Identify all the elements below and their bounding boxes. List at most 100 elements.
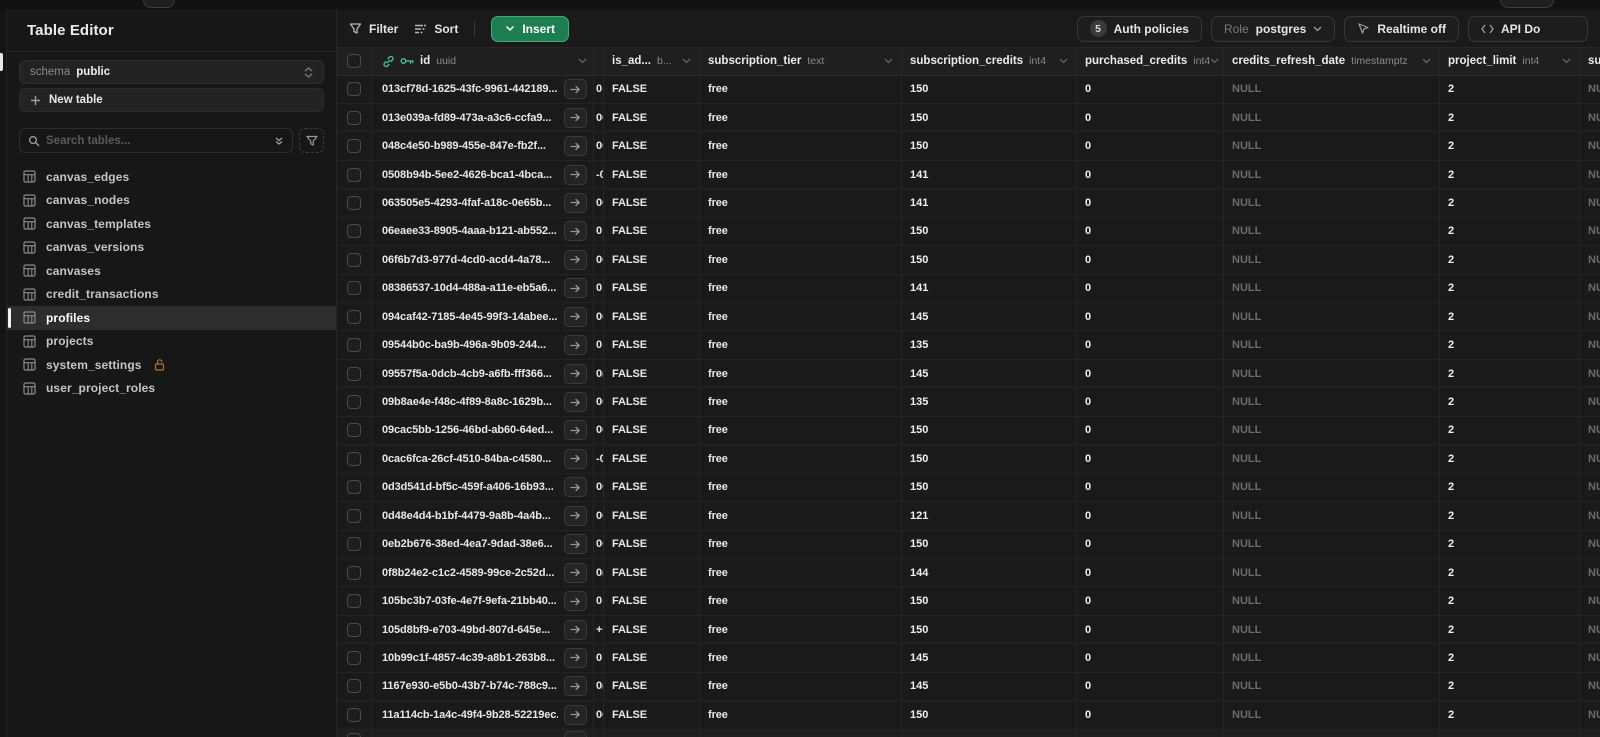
purchased-credits-cell[interactable]: 0 [1077, 388, 1224, 416]
row-checkbox[interactable] [347, 224, 361, 239]
credits-refresh-date-cell[interactable]: NULL [1224, 359, 1440, 388]
clipped-last-cell[interactable]: NU [1580, 104, 1600, 131]
purchased-credits-cell[interactable]: 0 [1077, 132, 1224, 160]
tables-filter-button[interactable] [299, 128, 324, 153]
clipped-last-cell[interactable]: NU [1580, 275, 1600, 302]
subscription-tier-cell[interactable]: free [700, 160, 902, 189]
expand-row-button[interactable] [564, 505, 587, 526]
collapsed-cell[interactable]: 0C [594, 246, 604, 274]
table-row[interactable]: 105bc3b7-03fe-4e7f-9efa-21bb40... 0 FALS… [337, 587, 1600, 616]
purchased-credits-cell[interactable]: 0 [1077, 217, 1224, 246]
credits-refresh-date-cell[interactable]: NULL [1224, 558, 1440, 587]
expand-row-button[interactable] [564, 448, 587, 469]
purchased-credits-cell[interactable]: 0 [1077, 502, 1224, 530]
clipped-last-cell[interactable]: NU [1580, 76, 1600, 103]
subscription-credits-cell[interactable]: 150 [902, 587, 1077, 615]
clipped-last-cell[interactable]: NU [1580, 559, 1600, 586]
id-cell[interactable]: 013e039a-fd89-473a-a3c6-ccfa9... [372, 103, 594, 132]
row-checkbox[interactable] [347, 195, 361, 210]
id-cell[interactable]: 10b99c1f-4857-4c39-a8b1-263b8... [372, 644, 594, 672]
column-header-id[interactable]: id uuid [372, 48, 594, 75]
subscription-tier-cell[interactable]: free [700, 246, 902, 274]
clipped-last-cell[interactable]: NU [1580, 616, 1600, 643]
purchased-credits-cell[interactable]: 0 [1077, 246, 1224, 274]
collapsed-cell[interactable]: 0( [594, 359, 604, 388]
row-checkbox[interactable] [347, 252, 361, 267]
id-cell[interactable]: 0508b94b-5ee2-4626-bca1-4bca... [372, 160, 594, 189]
clipped-last-cell[interactable]: NU [1580, 417, 1600, 444]
collapsed-cell[interactable]: 0C [594, 189, 604, 217]
chevron-down-icon[interactable] [884, 58, 893, 64]
project-limit-cell[interactable]: 2 [1440, 132, 1580, 160]
is-admin-cell[interactable]: FALSE [604, 274, 700, 302]
project-limit-cell[interactable]: 2 [1440, 103, 1580, 132]
purchased-credits-cell[interactable]: 0 [1077, 558, 1224, 587]
is-admin-cell[interactable]: FALSE [604, 558, 700, 587]
project-limit-cell[interactable]: 2 [1440, 189, 1580, 217]
expand-row-button[interactable] [564, 392, 587, 413]
auth-policies-button[interactable]: 5 Auth policies [1076, 15, 1202, 42]
is-admin-cell[interactable]: FALSE [604, 445, 700, 473]
id-cell[interactable]: 11a114cb-1a4c-49f4-9b28-52219ec... [372, 701, 594, 729]
table-row[interactable]: 063505e5-4293-4faf-a18c-0e65b... 0C FALS… [337, 189, 1600, 218]
subscription-tier-cell[interactable]: free [700, 530, 902, 558]
is-admin-cell[interactable]: FALSE [604, 416, 700, 445]
double-chevron-down-icon[interactable] [274, 136, 284, 146]
project-limit-cell[interactable]: 2 [1440, 701, 1580, 729]
credits-refresh-date-cell[interactable]: NULL [1224, 103, 1440, 132]
table-row[interactable]: 09544b0c-ba9b-496a-9b09-244... 0 FALSE f… [337, 331, 1600, 360]
row-checkbox[interactable] [347, 480, 361, 495]
clipped-last-cell[interactable]: NU [1580, 388, 1600, 415]
purchased-credits-cell[interactable]: 0 [1077, 359, 1224, 388]
collapsed-cell[interactable]: +C [594, 615, 604, 644]
id-cell[interactable]: 0eb2b676-38ed-4ea7-9dad-38e6... [372, 530, 594, 558]
subscription-tier-cell[interactable]: free [700, 388, 902, 416]
credits-refresh-date-cell[interactable]: NULL [1224, 416, 1440, 445]
table-row[interactable]: 06eaee33-8905-4aaa-b121-ab552... 0 FALSE… [337, 217, 1600, 247]
column-header-purchased-credits[interactable]: purchased_credits int4 [1077, 48, 1224, 75]
purchased-credits-cell[interactable]: 0 [1077, 672, 1224, 701]
row-checkbox[interactable] [347, 733, 361, 737]
subscription-tier-cell[interactable]: free [700, 701, 902, 729]
column-header-project-limit[interactable]: project_limit int4 [1440, 48, 1580, 75]
chevron-down-icon[interactable] [1562, 58, 1571, 64]
is-admin-cell[interactable]: FALSE [604, 75, 700, 103]
credits-refresh-date-cell[interactable]: NULL [1224, 75, 1440, 103]
credits-refresh-date-cell[interactable]: NULL [1224, 530, 1440, 558]
sidebar-item-canvases[interactable]: canvases [7, 259, 336, 283]
project-limit-cell[interactable]: 2 [1440, 416, 1580, 445]
api-docs-button[interactable]: API Do [1468, 15, 1588, 42]
id-cell[interactable]: 0d48e4d4-b1bf-4479-9a8b-4a4b... [372, 502, 594, 530]
row-checkbox[interactable] [347, 281, 361, 296]
credits-refresh-date-cell[interactable]: NULL [1224, 473, 1440, 502]
sidebar-item-profiles[interactable]: profiles [7, 306, 336, 330]
is-admin-cell[interactable]: FALSE [604, 388, 700, 416]
row-checkbox[interactable] [347, 622, 361, 637]
row-checkbox[interactable] [347, 650, 361, 665]
project-limit-cell[interactable]: 2 [1440, 473, 1580, 502]
sidebar-item-canvas_versions[interactable]: canvas_versions [7, 236, 336, 260]
subscription-credits-cell[interactable]: 135 [902, 331, 1077, 359]
table-row[interactable]: 11a114cb-1a4c-49f4-9b28-52219ec... 0C FA… [337, 701, 1600, 730]
is-admin-cell[interactable]: FALSE [604, 615, 700, 644]
id-cell[interactable]: 06eaee33-8905-4aaa-b121-ab552... [372, 217, 594, 246]
subscription-credits-cell[interactable]: 150 [902, 615, 1077, 644]
id-cell[interactable]: 013cf78d-1625-43fc-9961-442189... [372, 75, 594, 103]
is-admin-cell[interactable]: FALSE [604, 103, 700, 132]
collapsed-cell[interactable]: 0C [594, 701, 604, 729]
subscription-tier-cell[interactable]: free [700, 189, 902, 217]
purchased-credits-cell[interactable]: 0 [1077, 644, 1224, 672]
row-checkbox[interactable] [347, 707, 361, 722]
id-cell[interactable]: 1167e930-e5b0-43b7-b74c-788c9... [372, 672, 594, 701]
subscription-credits-cell[interactable]: 145 [902, 359, 1077, 388]
subscription-tier-cell[interactable]: free [700, 303, 902, 331]
collapsed-cell[interactable]: -0 [594, 445, 604, 473]
purchased-credits-cell[interactable]: 0 [1077, 445, 1224, 473]
chevron-down-icon[interactable] [1210, 58, 1219, 64]
id-cell[interactable]: 094caf42-7185-4e45-99f3-14abee... [372, 303, 594, 331]
is-admin-cell[interactable]: FALSE [604, 701, 700, 729]
column-header-collapsed[interactable] [594, 48, 604, 75]
subscription-credits-cell[interactable]: 145 [902, 672, 1077, 701]
project-limit-cell[interactable]: 2 [1440, 217, 1580, 246]
expand-row-button[interactable] [564, 591, 587, 612]
